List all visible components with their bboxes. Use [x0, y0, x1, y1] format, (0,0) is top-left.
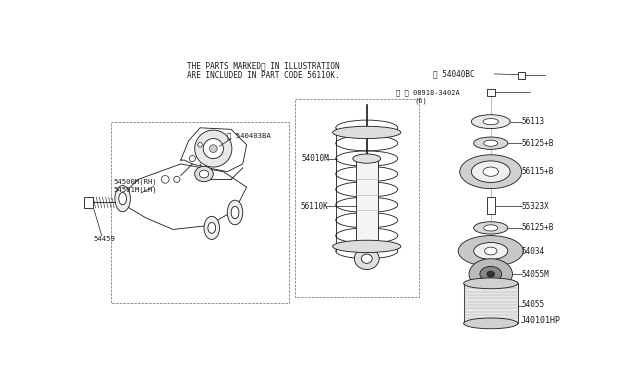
Ellipse shape — [189, 155, 195, 162]
Bar — [111, 122, 289, 302]
Bar — [487, 89, 495, 96]
Text: 54501M(LH): 54501M(LH) — [113, 187, 157, 193]
Bar — [296, 99, 419, 297]
Text: ※ 540403BA: ※ 540403BA — [227, 132, 271, 139]
Ellipse shape — [472, 115, 510, 129]
Text: 56125+B: 56125+B — [522, 224, 554, 232]
Ellipse shape — [463, 278, 518, 289]
Text: 56125+B: 56125+B — [522, 139, 554, 148]
Bar — [463, 283, 518, 323]
Text: (6): (6) — [415, 97, 428, 104]
Ellipse shape — [355, 248, 379, 269]
Text: THE PARTS MARKED※ IN ILLUSTRATION: THE PARTS MARKED※ IN ILLUSTRATION — [187, 62, 340, 71]
Ellipse shape — [209, 145, 217, 153]
Ellipse shape — [208, 222, 216, 233]
Ellipse shape — [227, 200, 243, 225]
Ellipse shape — [199, 170, 209, 178]
Ellipse shape — [353, 154, 381, 163]
Ellipse shape — [460, 155, 522, 189]
Ellipse shape — [472, 161, 510, 183]
Text: 54055: 54055 — [522, 301, 545, 310]
Text: J40101HP: J40101HP — [520, 316, 561, 325]
Ellipse shape — [333, 240, 401, 253]
Bar — [356, 160, 378, 249]
Ellipse shape — [480, 266, 502, 282]
Ellipse shape — [474, 243, 508, 260]
Ellipse shape — [474, 137, 508, 150]
Ellipse shape — [487, 271, 495, 277]
Ellipse shape — [161, 176, 169, 183]
Ellipse shape — [463, 318, 518, 329]
Ellipse shape — [484, 140, 498, 146]
Ellipse shape — [195, 166, 213, 182]
Text: 56115+B: 56115+B — [522, 167, 554, 176]
Text: ※ Ⓝ 08918-3402A: ※ Ⓝ 08918-3402A — [396, 89, 460, 96]
Text: 54500M(RH): 54500M(RH) — [113, 179, 157, 185]
Bar — [487, 197, 495, 214]
Ellipse shape — [483, 167, 499, 176]
Ellipse shape — [484, 225, 498, 231]
Text: 54010M: 54010M — [301, 154, 330, 163]
Ellipse shape — [204, 139, 223, 158]
Bar — [518, 71, 525, 78]
Text: 54459: 54459 — [94, 236, 116, 242]
Text: ARE INCLUDED IN PART CODE 56110K.: ARE INCLUDED IN PART CODE 56110K. — [187, 71, 340, 80]
Ellipse shape — [174, 176, 180, 183]
Ellipse shape — [115, 186, 131, 212]
Text: 54034: 54034 — [522, 247, 545, 256]
Ellipse shape — [204, 217, 220, 240]
Ellipse shape — [195, 130, 232, 167]
Text: 56113: 56113 — [522, 117, 545, 126]
Ellipse shape — [119, 192, 127, 205]
Ellipse shape — [458, 235, 524, 266]
Ellipse shape — [362, 254, 372, 263]
Bar — [84, 197, 93, 208]
Text: ※ 54040BC: ※ 54040BC — [433, 70, 474, 78]
Ellipse shape — [333, 126, 401, 139]
Ellipse shape — [484, 247, 497, 255]
Ellipse shape — [198, 142, 202, 147]
Text: 56110K: 56110K — [301, 202, 328, 211]
Text: 54055M: 54055M — [522, 270, 550, 279]
Ellipse shape — [469, 259, 513, 289]
Ellipse shape — [474, 222, 508, 234]
Text: 55323X: 55323X — [522, 202, 550, 211]
Ellipse shape — [483, 119, 499, 125]
Ellipse shape — [231, 206, 239, 219]
